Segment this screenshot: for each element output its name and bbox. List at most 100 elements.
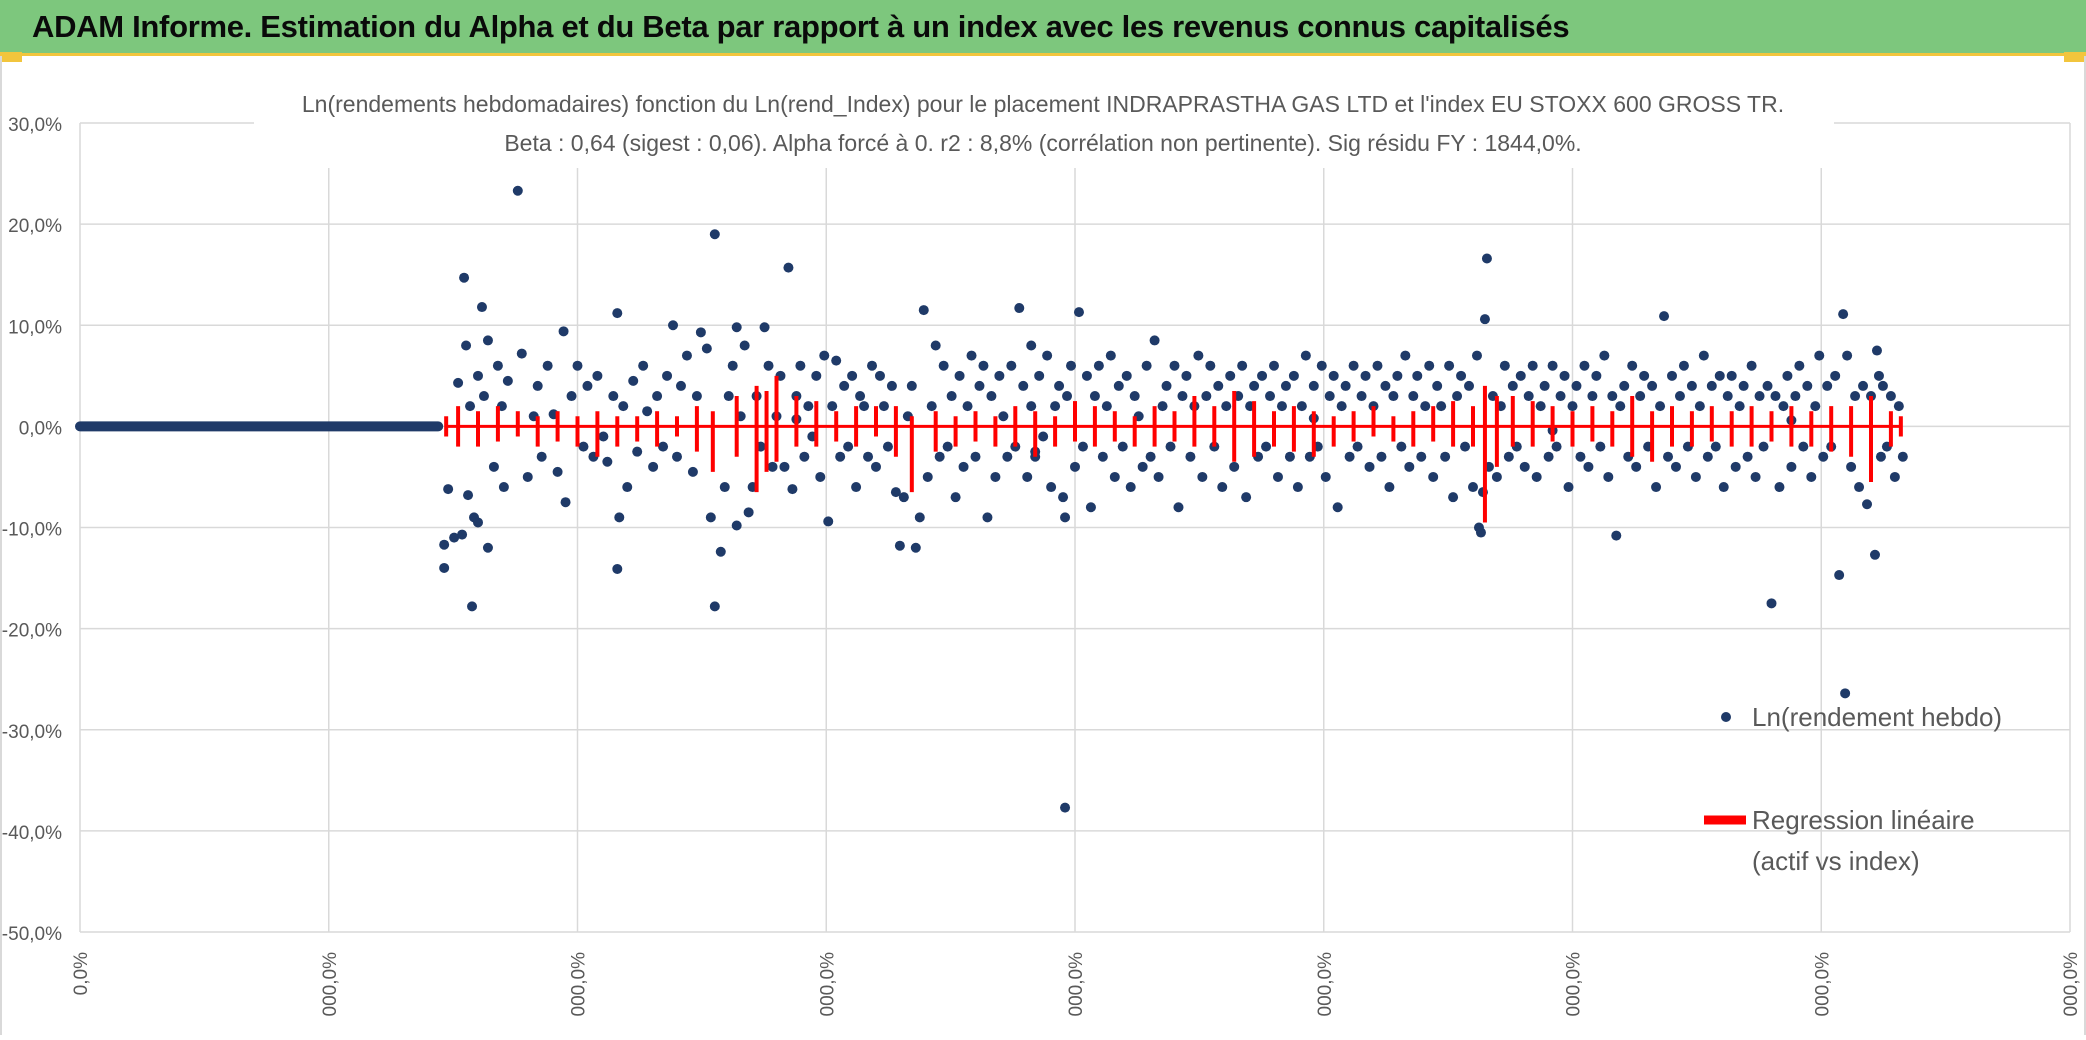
scatter-point bbox=[1261, 441, 1272, 452]
scatter-point bbox=[1507, 380, 1518, 391]
scatter-point bbox=[1734, 401, 1745, 412]
scatter-point bbox=[542, 360, 553, 371]
scatter-point bbox=[668, 320, 679, 331]
scatter-point bbox=[1464, 380, 1475, 391]
scatter-point bbox=[719, 482, 730, 493]
scatter-point bbox=[1782, 370, 1793, 381]
scatter-point bbox=[1424, 360, 1435, 371]
scatter-point bbox=[1579, 360, 1590, 371]
scatter-point bbox=[1770, 391, 1781, 402]
scatter-point bbox=[1499, 360, 1510, 371]
scatter-point bbox=[787, 484, 798, 495]
scatter-point bbox=[1519, 461, 1530, 472]
scatter-point bbox=[958, 461, 969, 472]
scatter-point bbox=[954, 370, 965, 381]
scatter-point bbox=[1185, 451, 1196, 462]
scatter-point bbox=[1193, 350, 1204, 361]
scatter-point bbox=[578, 441, 589, 452]
scatter-point bbox=[898, 492, 909, 503]
scatter-point bbox=[560, 497, 571, 508]
scatter-point bbox=[859, 401, 870, 412]
x-tick-label: 000,0% bbox=[320, 952, 341, 1017]
scatter-point bbox=[1332, 502, 1343, 513]
scatter-point bbox=[1060, 802, 1071, 813]
scatter-point bbox=[1718, 482, 1729, 493]
scatter-point bbox=[1372, 360, 1383, 371]
scatter-point bbox=[1280, 380, 1291, 391]
chart-title: Ln(rendements hebdomadaires) fonction du… bbox=[302, 91, 1784, 117]
scatter-point bbox=[759, 322, 770, 333]
scatter-point bbox=[1659, 311, 1670, 322]
scatter-point bbox=[1531, 471, 1542, 482]
scatter-point bbox=[1117, 441, 1128, 452]
scatter-point bbox=[1014, 303, 1025, 314]
scatter-point bbox=[1042, 350, 1053, 361]
scatter-point bbox=[1034, 370, 1045, 381]
scatter-point bbox=[516, 348, 527, 359]
scatter-point bbox=[839, 380, 850, 391]
x-tick-label: 000,0% bbox=[817, 952, 838, 1017]
scatter-point bbox=[871, 461, 881, 472]
scatter-point bbox=[890, 487, 901, 498]
scatter-point bbox=[1436, 401, 1447, 412]
scatter-point bbox=[1877, 380, 1888, 391]
scatter-point bbox=[1615, 401, 1626, 412]
scatter-point bbox=[638, 360, 649, 371]
scatter-point bbox=[1563, 482, 1574, 493]
y-tick-label: -50,0% bbox=[2, 924, 62, 945]
scatter-point bbox=[1806, 471, 1817, 482]
scatter-point bbox=[1571, 380, 1582, 391]
scatter-point bbox=[1778, 401, 1789, 412]
x-tick-label: 000,0% bbox=[2061, 952, 2082, 1017]
scatter-point bbox=[1157, 401, 1168, 412]
chart-area: 30,0% 20,0% 10,0% 0,0% -10,0% -20,0% -30,0% -40… bbox=[0, 56, 2086, 1035]
scatter-point bbox=[783, 262, 794, 273]
scatter-point bbox=[855, 391, 866, 402]
scatter-point bbox=[767, 461, 778, 472]
scatter-point bbox=[1698, 350, 1709, 361]
scatter-point bbox=[994, 370, 1005, 381]
scatter-point bbox=[1607, 391, 1618, 402]
scatter-point bbox=[847, 370, 858, 381]
scatter-point bbox=[1611, 530, 1622, 541]
scatter-point bbox=[1595, 441, 1606, 452]
scatter-point bbox=[1854, 482, 1865, 493]
scatter-point bbox=[1842, 350, 1853, 361]
scatter-point bbox=[974, 380, 985, 391]
scatter-point bbox=[1599, 350, 1610, 361]
scatter-point bbox=[1229, 461, 1240, 472]
scatter-point bbox=[882, 441, 893, 452]
scatter-point bbox=[930, 340, 941, 351]
scatter-point bbox=[1153, 471, 1164, 482]
scatter-point bbox=[1308, 380, 1319, 391]
report-title: ADAM Informe. Estimation du Alpha et du … bbox=[32, 9, 1570, 44]
scatter-point bbox=[1177, 391, 1188, 402]
scatter-point bbox=[465, 401, 476, 412]
scatter-point bbox=[1018, 380, 1029, 391]
scatter-point bbox=[1292, 482, 1303, 493]
scatter-point bbox=[1627, 360, 1638, 371]
scatter-point bbox=[1678, 360, 1689, 371]
scatter-point bbox=[1026, 401, 1037, 412]
scatter-point bbox=[811, 370, 822, 381]
scatter-point bbox=[1706, 380, 1717, 391]
scatter-point bbox=[701, 343, 712, 354]
scatter-point bbox=[827, 401, 838, 412]
scatter-point bbox=[1893, 401, 1904, 412]
scatter-point bbox=[918, 305, 929, 316]
scatter-point bbox=[648, 461, 659, 472]
y-tick-label: 10,0% bbox=[8, 317, 62, 338]
scatter-point bbox=[1066, 360, 1077, 371]
scatter-point bbox=[1742, 451, 1753, 462]
scatter-point bbox=[906, 380, 917, 391]
scatter-point bbox=[1249, 380, 1260, 391]
scatter-point bbox=[1869, 549, 1880, 560]
scatter-point bbox=[731, 520, 742, 531]
scatter-point bbox=[453, 377, 464, 388]
scatter-point bbox=[1432, 380, 1443, 391]
scatter-point bbox=[1750, 471, 1761, 482]
scatter-point bbox=[1284, 451, 1295, 462]
scatter-point bbox=[1452, 391, 1463, 402]
scatter-point bbox=[572, 360, 583, 371]
scatter-point bbox=[1344, 451, 1355, 462]
